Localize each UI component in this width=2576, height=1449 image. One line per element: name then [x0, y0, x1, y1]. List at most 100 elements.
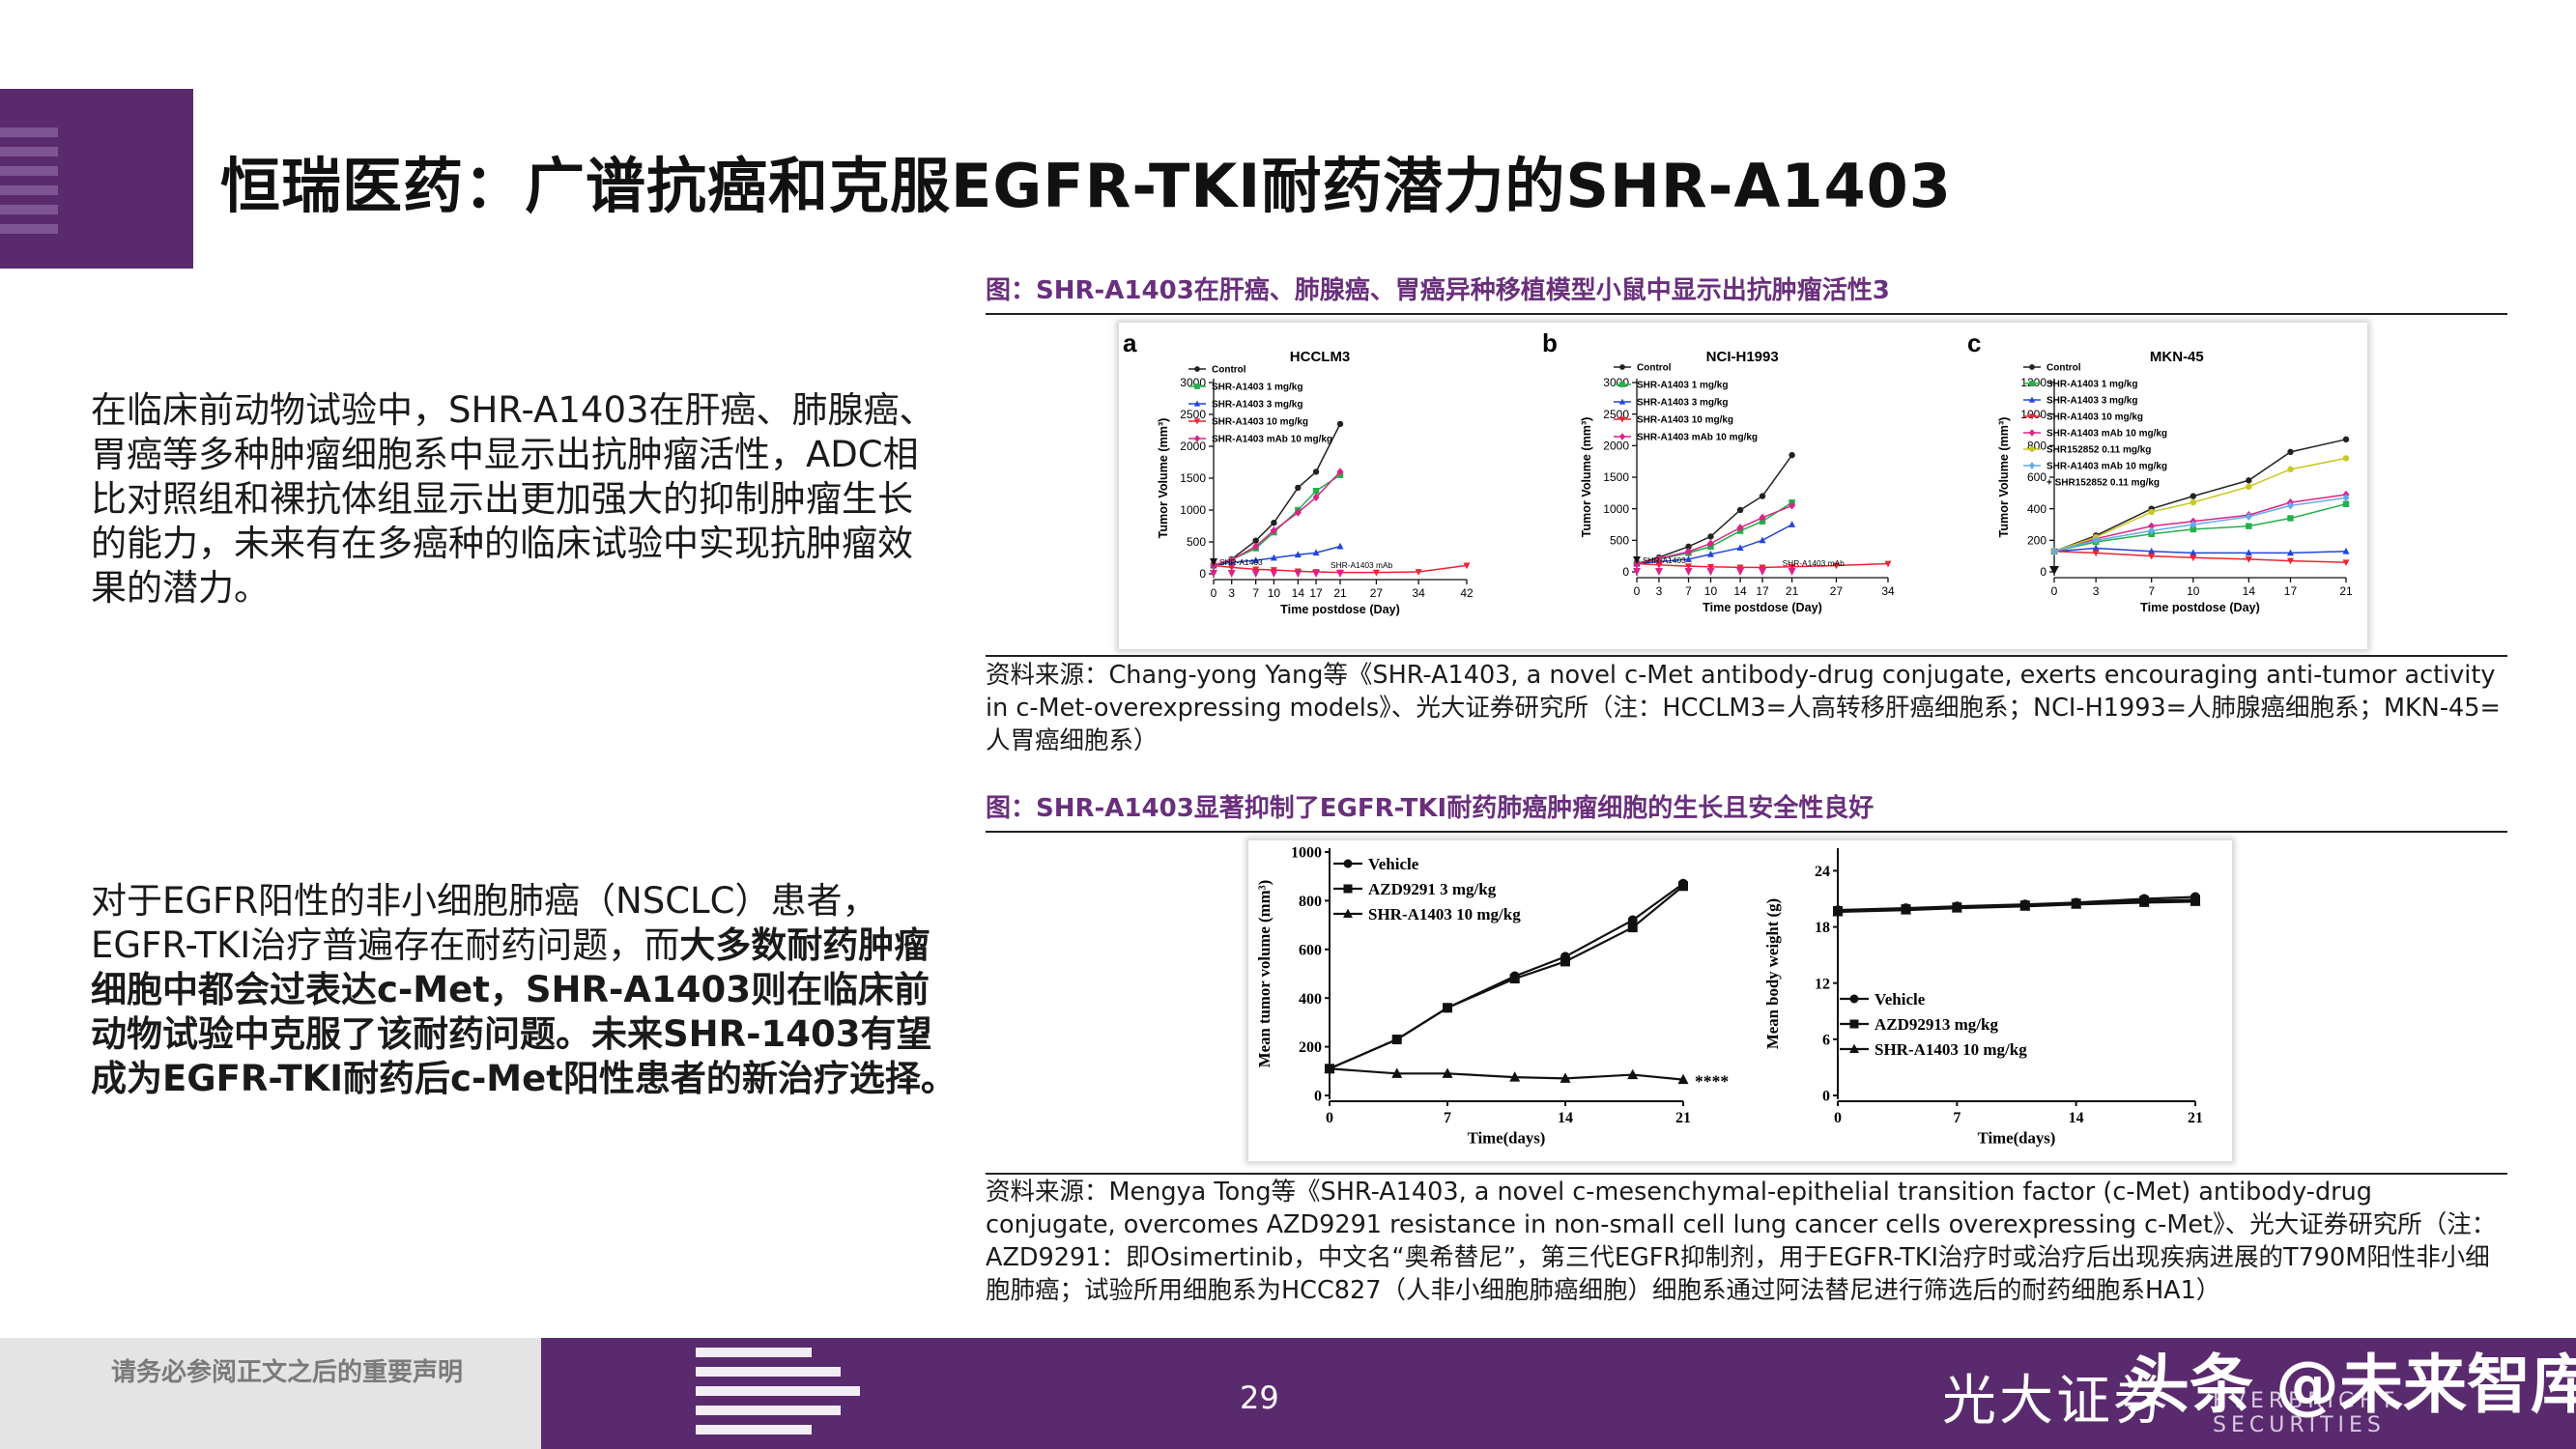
data-point — [1560, 1072, 1571, 1083]
x-tick-label: 14 — [1292, 586, 1305, 600]
x-tick-label: 7 — [1685, 584, 1692, 598]
legend-marker — [1619, 364, 1625, 370]
legend-marker — [1193, 418, 1201, 425]
data-point — [1759, 513, 1766, 522]
data-point — [1252, 542, 1260, 551]
dose-marker — [1788, 568, 1796, 576]
dose-marker — [1706, 568, 1715, 576]
dose-marker — [1251, 570, 1260, 578]
y-tick-label: 2000 — [1180, 440, 1206, 453]
data-point — [1655, 561, 1663, 569]
x-tick-label: 7 — [2148, 584, 2155, 598]
legend-label: SHR-A1403 mAb 10 mg/kg — [2046, 462, 2167, 472]
data-point — [1736, 544, 1744, 552]
x-tick-label: 17 — [2284, 584, 2298, 598]
data-point — [1252, 537, 1259, 544]
legend-label: SHR-A1403 mAb 10 mg/kg — [1212, 435, 1332, 445]
data-point — [1832, 562, 1840, 570]
data-point — [2246, 477, 2252, 484]
data-point — [2342, 500, 2350, 507]
y-tick-label: 18 — [1815, 920, 1830, 936]
data-point — [1789, 451, 1795, 459]
data-point — [2148, 522, 2156, 530]
x-tick-label: 34 — [1881, 584, 1895, 598]
y-axis-label: Mean body weight (g) — [1763, 898, 1782, 1049]
data-point — [1685, 563, 1693, 570]
data-point — [1312, 469, 1320, 475]
data-point — [2342, 559, 2350, 567]
data-point — [1463, 562, 1471, 570]
data-point — [2138, 896, 2150, 907]
data-point — [2245, 512, 2252, 521]
data-point — [1324, 1063, 1335, 1073]
data-point — [1706, 563, 1714, 571]
x-tick-label: 0 — [1211, 586, 1217, 600]
x-tick-label: 10 — [1268, 586, 1281, 600]
y-tick-label: 0 — [1314, 1089, 1322, 1105]
y-axis-label: Tumor Volume (mm³) — [1997, 417, 2011, 538]
data-point — [2287, 448, 2294, 456]
legend-label: SHR-A1403 mAb 10 mg/kg — [2046, 429, 2167, 440]
legend-marker — [1193, 400, 1201, 407]
significance-annotation: **** — [1695, 1072, 1729, 1092]
data-point — [2342, 455, 2350, 462]
legend-label: SHR-A1403 3 mg/kg — [1637, 398, 1728, 409]
y-tick-label: 200 — [2027, 534, 2046, 548]
legend-marker — [1194, 384, 1200, 389]
legend-label: SHR-A1403 1 mg/kg — [1637, 381, 1728, 391]
x-tick-label: 7 — [1444, 1110, 1451, 1126]
legend-label: SHR-A1403 3 mg/kg — [1212, 400, 1302, 411]
figure1-rule-top — [986, 313, 2507, 315]
brand-name: 光大证券 — [1942, 1370, 2170, 1433]
x-axis-label: Time postdose (Day) — [1280, 603, 1400, 616]
data-point — [1706, 539, 1714, 548]
data-point — [1677, 1073, 1689, 1085]
data-point — [2190, 554, 2197, 562]
data-point — [1736, 564, 1744, 572]
legend-marker — [1618, 416, 1626, 423]
y-tick-label: 3000 — [1180, 376, 1206, 389]
dose-marker — [1736, 568, 1745, 576]
data-point — [1832, 906, 1844, 917]
dose-marker — [1210, 570, 1217, 578]
data-point — [1685, 543, 1692, 551]
chart-title: MKN-45 — [2150, 349, 2204, 365]
data-point — [2148, 553, 2156, 560]
legend-label: Control — [1637, 363, 1672, 374]
legend-marker — [1849, 1043, 1859, 1054]
legend-marker — [1343, 908, 1353, 919]
data-point — [1707, 533, 1714, 540]
data-point — [2148, 526, 2156, 535]
data-point — [1442, 1067, 1453, 1078]
dose-marker — [1684, 568, 1693, 576]
chart-title: HCCLM3 — [1290, 349, 1351, 365]
data-point — [1900, 904, 1911, 915]
data-point — [1627, 1068, 1639, 1080]
x-tick-label: 21 — [1675, 1110, 1691, 1126]
data-point — [1228, 555, 1236, 564]
data-point — [1336, 542, 1344, 550]
data-point — [2190, 549, 2197, 556]
dose-marker — [1312, 570, 1321, 578]
x-tick-label: 0 — [1834, 1110, 1842, 1126]
paragraph-egfr-resistance: 对于EGFR阳性的非小细胞肺癌（NSCLC）患者，EGFR-TKI治疗普遍存在耐… — [91, 879, 960, 1101]
legend-marker — [2029, 446, 2035, 452]
footer-purple-band — [541, 1338, 2576, 1449]
data-point — [2092, 544, 2100, 552]
y-tick-label: 1500 — [1180, 471, 1206, 485]
y-tick-label: 500 — [1610, 534, 1629, 548]
y-tick-label: 600 — [1299, 942, 1322, 958]
dose-marker — [2049, 566, 2059, 575]
y-tick-label: 500 — [1187, 535, 1206, 549]
legend-marker — [1193, 435, 1201, 442]
data-point — [1295, 484, 1302, 492]
data-point — [1443, 1003, 1452, 1013]
panel-letter-c: c — [1967, 328, 1981, 357]
data-point — [1951, 902, 1962, 913]
data-point — [1685, 555, 1693, 562]
x-tick-label: 0 — [2051, 584, 2058, 598]
figure1-caption: 图：SHR-A1403在肝癌、肺腺癌、胃癌异种移植模型小鼠中显示出抗肿瘤活性3 — [986, 276, 1890, 305]
x-axis-label: Time postdose (Day) — [2140, 601, 2260, 614]
